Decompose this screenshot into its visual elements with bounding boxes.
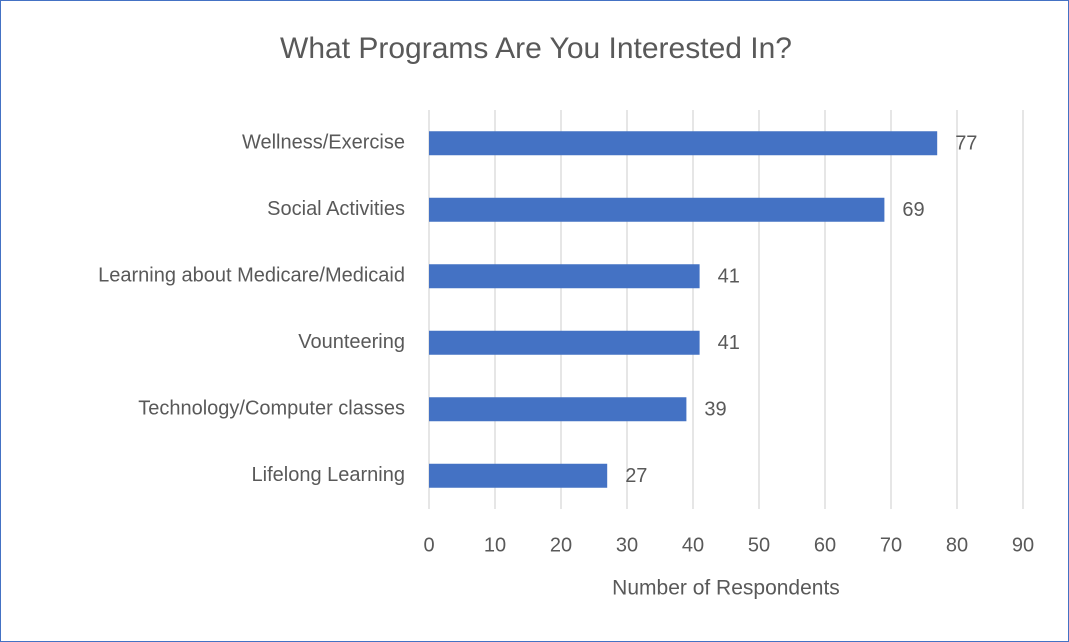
bar xyxy=(429,264,700,289)
data-label: 39 xyxy=(704,399,726,421)
x-axis-title: Number of Respondents xyxy=(612,577,840,600)
y-tick-label: Wellness/Exercise xyxy=(242,132,405,154)
data-label: 77 xyxy=(955,133,977,155)
data-label: 27 xyxy=(625,465,647,487)
chart-title: What Programs Are You Interested In? xyxy=(280,32,792,65)
y-tick-label: Vounteering xyxy=(298,331,405,353)
x-tick-label: 30 xyxy=(616,534,638,556)
y-tick-label: Technology/Computer classes xyxy=(138,398,405,420)
x-tick-label: 40 xyxy=(682,534,704,556)
data-label: 41 xyxy=(718,332,740,354)
y-tick-label: Social Activities xyxy=(267,198,405,220)
bar xyxy=(429,397,687,422)
x-tick-label: 60 xyxy=(814,534,836,556)
data-label: 69 xyxy=(902,199,924,221)
y-tick-label: Learning about Medicare/Medicaid xyxy=(98,265,405,287)
x-tick-label: 70 xyxy=(880,534,902,556)
bar xyxy=(429,197,885,222)
y-tick-label: Lifelong Learning xyxy=(252,464,405,486)
x-tick-label: 80 xyxy=(946,534,968,556)
x-tick-label: 50 xyxy=(748,534,770,556)
bar xyxy=(429,463,608,488)
bar xyxy=(429,131,938,156)
x-tick-label: 90 xyxy=(1012,534,1034,556)
x-tick-label: 10 xyxy=(484,534,506,556)
bar xyxy=(429,330,700,355)
x-tick-label: 0 xyxy=(423,534,434,556)
data-label: 41 xyxy=(718,266,740,288)
x-tick-label: 20 xyxy=(550,534,572,556)
